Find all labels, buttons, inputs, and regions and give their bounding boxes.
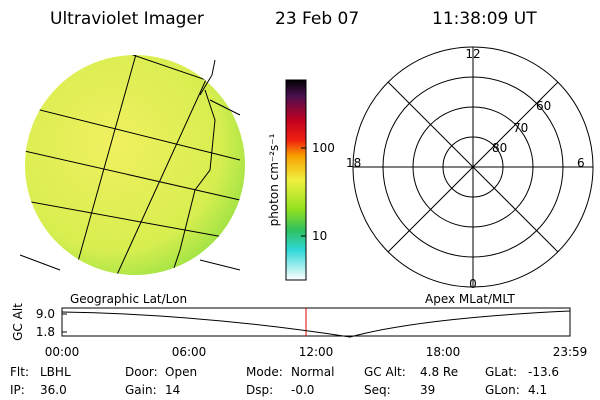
- right-label: Apex MLat/MLT: [425, 292, 515, 306]
- info-value: 36.0: [40, 383, 67, 397]
- info-value: 39: [420, 383, 435, 397]
- mlt-label: 18: [346, 156, 361, 170]
- x-tick-label: 06:00: [172, 345, 207, 359]
- y-tick-label: 9.0: [36, 307, 55, 321]
- x-tick-label: 23:59: [553, 345, 588, 359]
- colorbar: [285, 79, 307, 281]
- date: 23 Feb 07: [275, 9, 359, 29]
- x-tick-label: 18:00: [426, 345, 461, 359]
- info-label: Flt:: [10, 365, 29, 379]
- info-label: IP:: [10, 383, 25, 397]
- lat-label: 60: [536, 99, 551, 113]
- x-tick-label: 12:00: [299, 345, 334, 359]
- globe: [19, 55, 245, 275]
- y-axis-label: GC Alt: [11, 303, 25, 341]
- info-value: Open: [165, 365, 197, 379]
- info-value: 14: [165, 383, 180, 397]
- info-label: Seq:: [364, 383, 391, 397]
- polar-grid: [352, 46, 594, 288]
- title: Ultraviolet Imager: [50, 9, 204, 29]
- info-label: Dsp:: [246, 383, 273, 397]
- lat-label: 80: [492, 141, 507, 155]
- info-label: Mode:: [246, 365, 283, 379]
- info-label: Door:: [125, 365, 158, 379]
- info-value: Normal: [291, 365, 334, 379]
- colorbar-tick: 100: [312, 141, 335, 155]
- info-value: LBHL: [40, 365, 71, 379]
- lat-label: 70: [513, 121, 528, 135]
- info-label: Gain:: [125, 383, 157, 397]
- time: 11:38:09 UT: [432, 9, 537, 29]
- colorbar-tick: 10: [312, 229, 327, 243]
- info-value: -13.6: [528, 365, 559, 379]
- colorbar-label: photon cm⁻²s⁻¹: [267, 133, 281, 226]
- info-label: GC Alt:: [364, 365, 406, 379]
- altitude-plot: [61, 307, 571, 338]
- info-label: GLon:: [485, 383, 520, 397]
- info-value: -0.0: [291, 383, 314, 397]
- left-label: Geographic Lat/Lon: [70, 292, 187, 306]
- info-label: GLat:: [485, 365, 517, 379]
- mlt-label: 12: [465, 47, 480, 61]
- info-value: 4.1: [528, 383, 547, 397]
- y-tick-label: 1.8: [36, 325, 55, 339]
- x-tick-label: 00:00: [45, 345, 80, 359]
- mlt-label: 0: [469, 277, 477, 291]
- mlt-label: 6: [577, 156, 585, 170]
- info-value: 4.8 Re: [420, 365, 458, 379]
